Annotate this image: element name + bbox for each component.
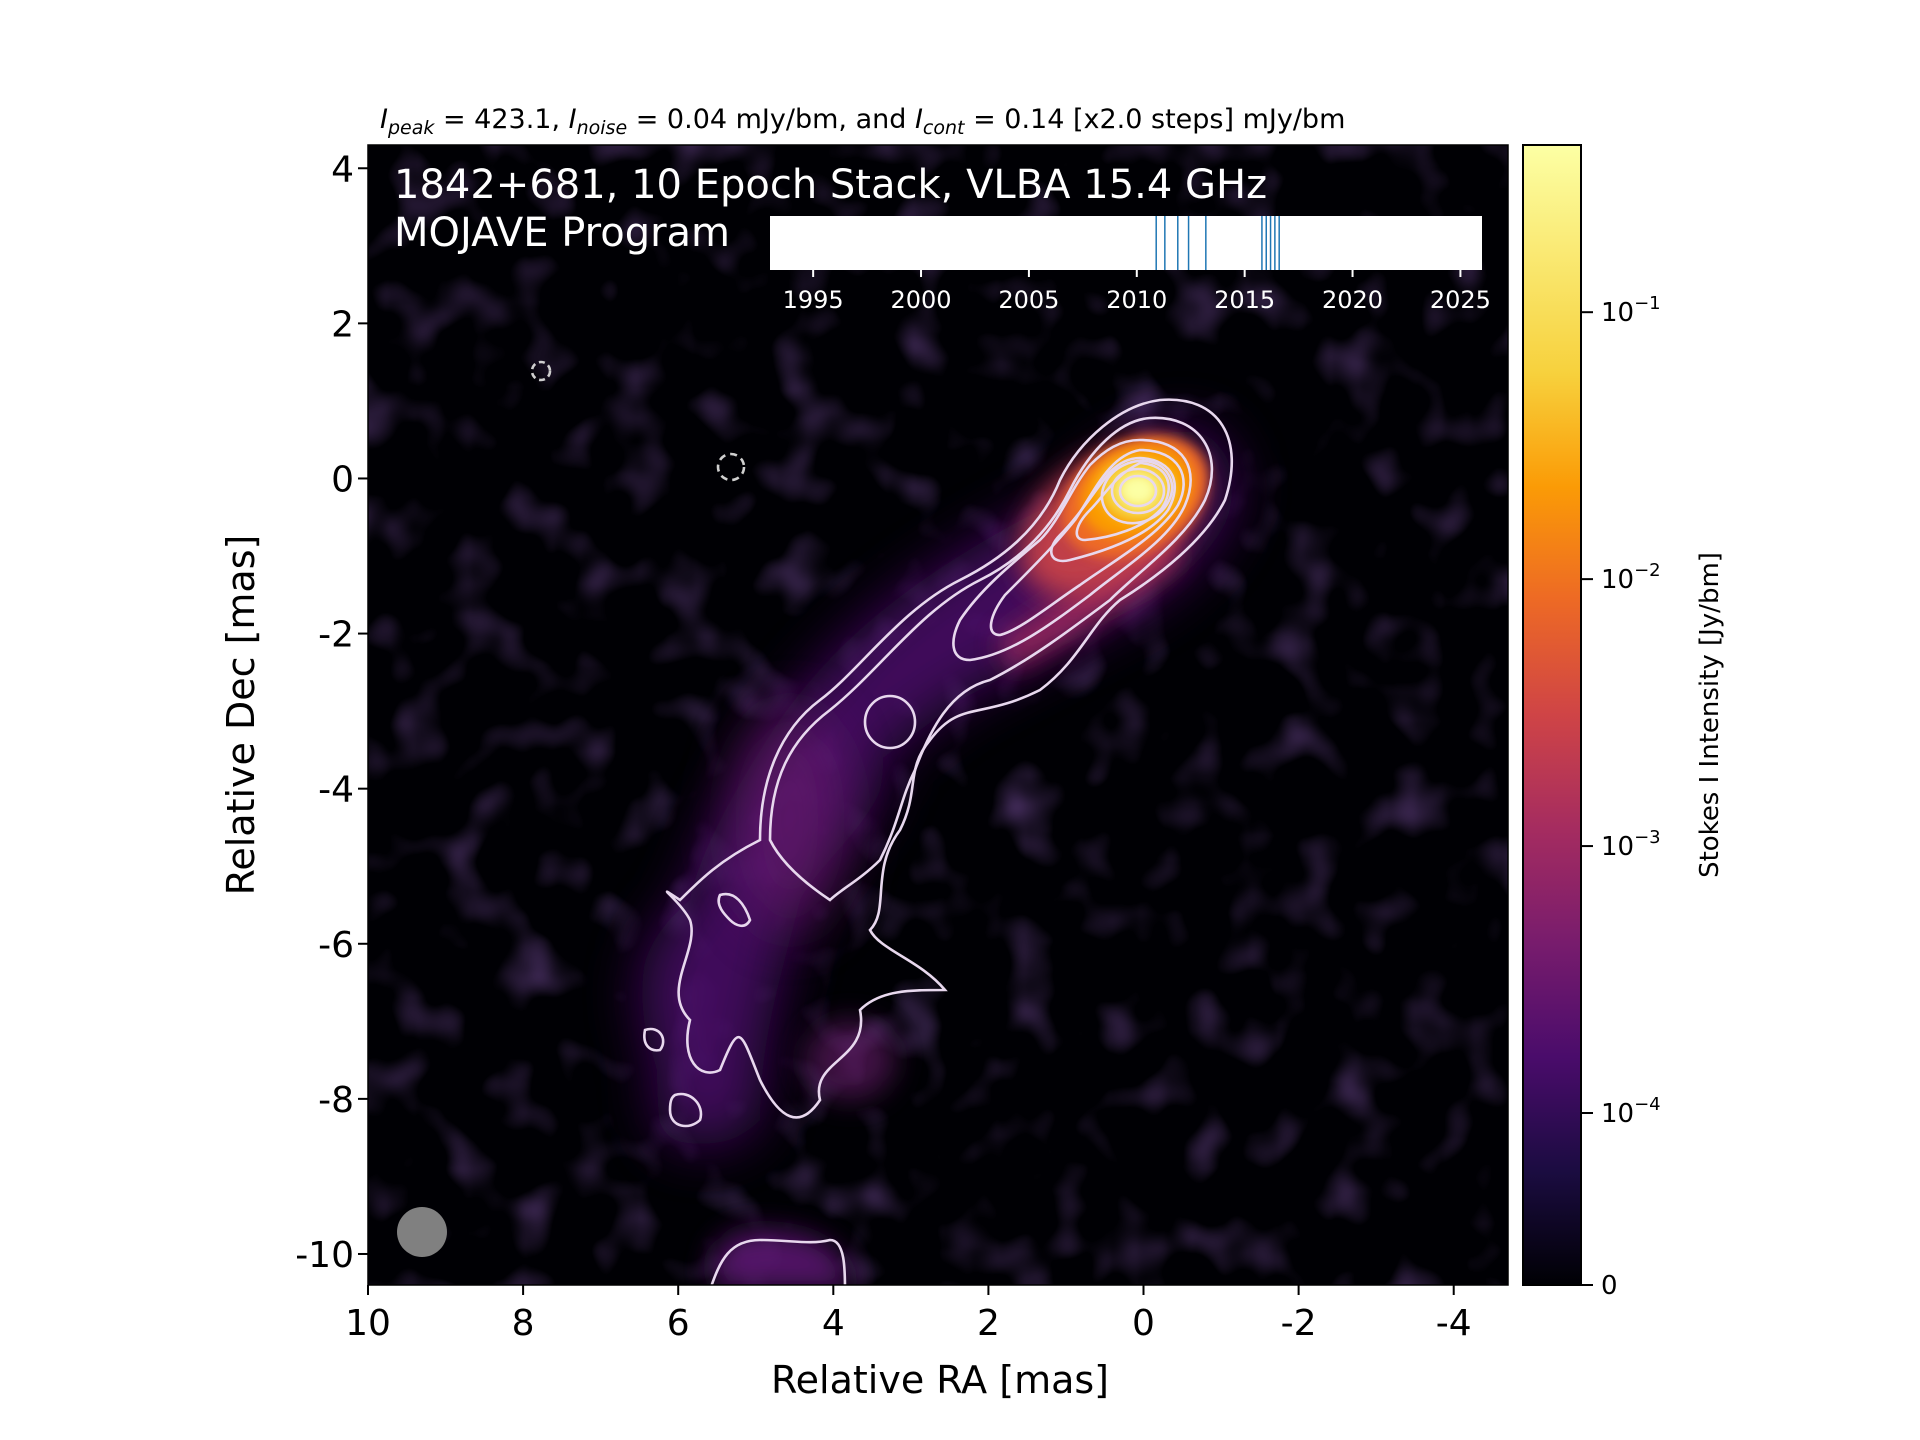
y-tick-label: -8	[318, 1080, 354, 1121]
contour-negative-1	[530, 360, 552, 382]
contour-level-7	[1100, 459, 1174, 525]
y-tick-label: -4	[318, 770, 354, 811]
colorbar-label: Stokes I Intensity [Jy/bm]	[1695, 552, 1725, 878]
timeline-tick-label: 1995	[783, 286, 844, 314]
contour-negative-2	[716, 452, 746, 482]
map-frame	[367, 144, 1509, 1286]
y-tick-label: -2	[318, 615, 354, 656]
epoch-timeline: 1995 2000 2005 2010 2015 2020 2025	[770, 216, 1491, 314]
x-tick-label: 8	[512, 1303, 535, 1344]
x-tick-label: -4	[1436, 1303, 1472, 1344]
contour-level-9	[1118, 474, 1158, 508]
y-tick-label: 2	[331, 304, 354, 345]
colorbar: 10−1 10−2 10−3 10−4 0 Stokes I Intensity [Jy…	[1522, 144, 1725, 1301]
colorbar-tick-label: 10−2	[1601, 560, 1661, 595]
timeline-epochs	[1155, 216, 1280, 270]
timeline-ticks: 1995 2000 2005 2010 2015 2020 2025	[783, 270, 1491, 314]
x-tick-label: 6	[667, 1303, 690, 1344]
contour-island-2	[643, 1027, 665, 1052]
x-axis: 10 8 6 4 2 0 -2 -4	[345, 1285, 1472, 1344]
timeline-tick-label: 2020	[1322, 286, 1383, 314]
beam-ellipse	[397, 1207, 447, 1257]
colorbar-gradient	[1522, 144, 1582, 1286]
contour-knot	[863, 694, 917, 750]
contour-island-1	[717, 892, 752, 928]
timeline-tick-label: 2010	[1106, 286, 1167, 314]
contour-level-5	[1050, 456, 1177, 563]
colorbar-tick-label: 10−1	[1601, 293, 1661, 328]
x-axis-label: Relative RA [mas]	[771, 1358, 1109, 1402]
contour-island-3	[668, 1092, 703, 1128]
contour-level-8	[1110, 467, 1166, 515]
x-tick-label: -2	[1281, 1303, 1317, 1344]
contour-bottom	[710, 1238, 847, 1285]
contours	[530, 360, 1234, 1285]
colorbar-tick-label: 10−3	[1601, 827, 1661, 862]
x-tick-label: 10	[345, 1303, 391, 1344]
header-stats: Ipeak = 423.1, Inoise = 0.04 mJy/bm, and…	[380, 104, 1345, 139]
x-tick-label: 0	[1132, 1303, 1155, 1344]
colorbar-ticks: 10−1 10−2 10−3 10−4 0	[1581, 293, 1661, 1301]
contour-level-1	[665, 398, 1234, 1119]
x-tick-label: 4	[822, 1303, 845, 1344]
timeline-tick-label: 2000	[890, 286, 951, 314]
timeline-tick-label: 2025	[1430, 286, 1491, 314]
y-tick-label: -6	[318, 925, 354, 966]
y-tick-label: 0	[331, 459, 354, 500]
colorbar-tick-label: 0	[1601, 1271, 1618, 1301]
map-title-line2: MOJAVE Program	[394, 210, 730, 256]
y-axis: 4 2 0 -2 -4 -6 -8 -10	[295, 149, 368, 1276]
map-title-line1: 1842+681, 10 Epoch Stack, VLBA 15.4 GHz	[394, 162, 1267, 208]
x-tick-label: 2	[977, 1303, 1000, 1344]
y-axis-label: Relative Dec [mas]	[219, 535, 263, 896]
intensity-map	[368, 145, 1508, 1285]
timeline-box	[770, 216, 1482, 270]
y-tick-label: 4	[331, 149, 354, 190]
timeline-tick-label: 2005	[998, 286, 1059, 314]
y-tick-label: -10	[295, 1235, 354, 1276]
contour-level-3	[952, 438, 1192, 662]
contour-level-2	[768, 416, 1214, 902]
timeline-tick-label: 2015	[1214, 286, 1275, 314]
colorbar-tick-label: 10−4	[1601, 1094, 1661, 1129]
